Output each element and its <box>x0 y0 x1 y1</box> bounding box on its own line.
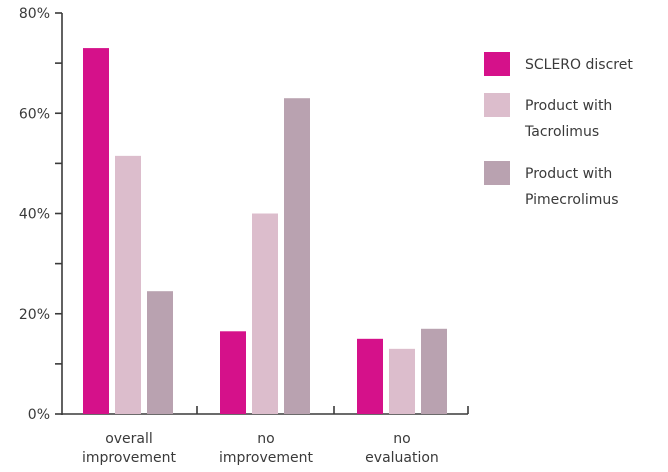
bar <box>252 213 278 414</box>
y-tick-label: 80% <box>19 6 50 22</box>
bar <box>83 48 109 415</box>
x-category-label: no improvement <box>219 431 313 466</box>
x-category-label: no evaluation <box>365 431 439 466</box>
y-axis: 0% 20% 40% 60% 80% <box>19 6 63 423</box>
legend-label: Product with Pimecrolimus <box>525 166 619 208</box>
legend-swatch <box>484 161 510 185</box>
legend: SCLERO discret Product with Tacrolimus Prod… <box>484 52 633 208</box>
x-axis: overall improvement no improvement no evaluat… <box>62 406 469 466</box>
bars-group <box>83 48 447 415</box>
legend-label: SCLERO discret <box>525 57 633 73</box>
bar <box>115 155 141 414</box>
legend-swatch <box>484 52 510 76</box>
bar <box>284 98 310 415</box>
x-category-label: overall improvement <box>82 431 176 466</box>
y-tick-label: 40% <box>19 207 50 223</box>
legend-label: Product with Tacrolimus <box>524 98 612 140</box>
legend-swatch <box>484 93 510 117</box>
bar <box>220 331 246 414</box>
y-tick-label: 0% <box>28 407 50 423</box>
bar <box>421 328 447 414</box>
bar <box>147 291 173 414</box>
bar <box>389 348 415 414</box>
bar <box>357 338 383 414</box>
y-tick-label: 20% <box>19 307 50 323</box>
y-tick-label: 60% <box>19 106 50 122</box>
